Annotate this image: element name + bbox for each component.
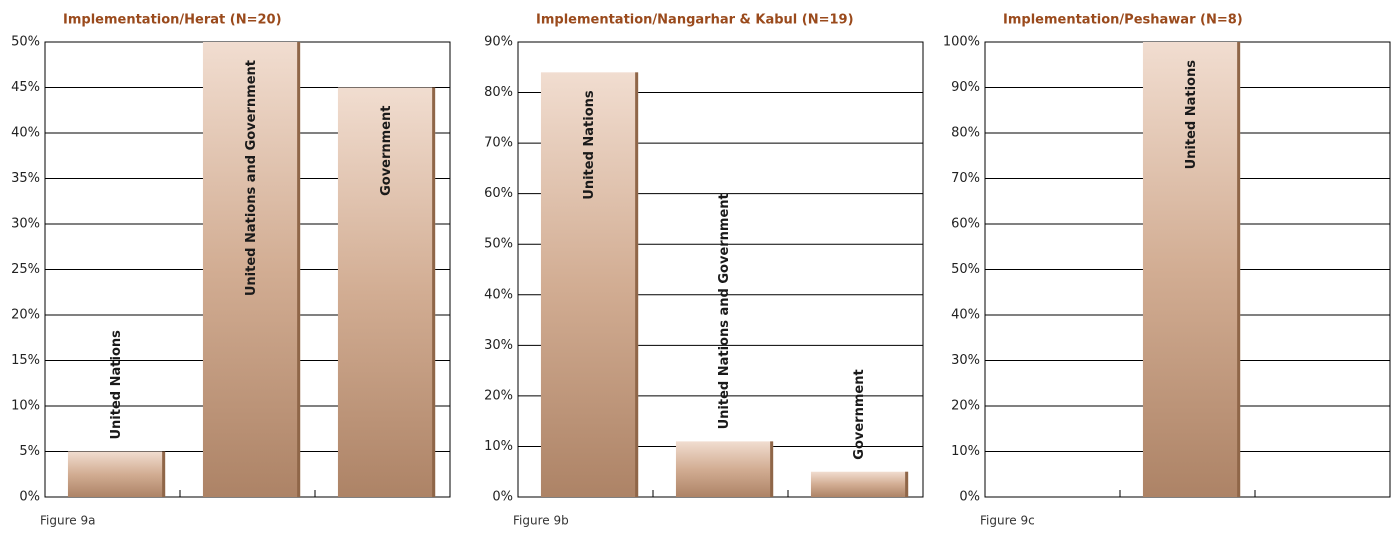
bar-shadow — [432, 87, 436, 497]
bar-label: United Nations — [1184, 60, 1199, 170]
bar — [337, 87, 436, 497]
bar — [1142, 42, 1241, 497]
bar — [202, 42, 301, 497]
bar-shadow — [162, 451, 166, 497]
y-tick-label: 40% — [951, 308, 980, 323]
y-tick-label: 25% — [11, 262, 40, 277]
y-tick-label: 20% — [484, 388, 513, 403]
y-tick-label: 20% — [11, 308, 40, 323]
bar-shadow — [1237, 42, 1241, 497]
y-tick-label: 90% — [951, 80, 980, 95]
y-tick-label: 60% — [484, 186, 513, 201]
chart-title: Implementation/Nangarhar & Kabul (N=19) — [536, 13, 854, 28]
bar-label: United Nations — [109, 330, 124, 440]
y-tick-label: 80% — [951, 126, 980, 141]
y-tick-label: 40% — [484, 287, 513, 302]
y-tick-label: 5% — [19, 444, 40, 459]
bar-shadow — [297, 42, 301, 497]
bar-label: Government — [852, 369, 867, 459]
caption: Figure 9b — [513, 514, 569, 528]
bar-shadow — [905, 471, 909, 497]
y-tick-label: 10% — [11, 399, 40, 414]
y-tick-label: 70% — [484, 136, 513, 151]
y-tick-label: 70% — [951, 171, 980, 186]
y-tick-label: 30% — [11, 217, 40, 232]
bar-label: United Nations and Government — [717, 193, 732, 429]
chart-title: Implementation/Peshawar (N=8) — [1003, 13, 1243, 28]
bar — [675, 441, 774, 497]
y-tick-label: 80% — [484, 85, 513, 100]
y-tick-label: 45% — [11, 80, 40, 95]
bar — [540, 72, 639, 497]
y-tick-label: 100% — [943, 35, 980, 50]
bar-shadow — [635, 72, 639, 497]
y-tick-label: 10% — [951, 444, 980, 459]
y-tick-label: 50% — [11, 35, 40, 50]
chart-title: Implementation/Herat (N=20) — [63, 13, 282, 28]
y-tick-label: 30% — [951, 353, 980, 368]
y-tick-label: 0% — [959, 490, 980, 505]
y-tick-label: 35% — [11, 171, 40, 186]
bar — [67, 451, 166, 497]
y-tick-label: 60% — [951, 217, 980, 232]
bar-label: Government — [379, 106, 394, 196]
y-tick-label: 50% — [484, 237, 513, 252]
y-tick-label: 20% — [951, 399, 980, 414]
y-tick-label: 30% — [484, 338, 513, 353]
y-tick-label: 40% — [11, 126, 40, 141]
y-tick-label: 50% — [951, 262, 980, 277]
y-tick-label: 0% — [19, 490, 40, 505]
bar-label: United Nations — [582, 90, 597, 200]
y-tick-label: 90% — [484, 35, 513, 50]
y-tick-label: 10% — [484, 439, 513, 454]
caption: Figure 9c — [980, 514, 1035, 528]
bar-label: United Nations and Government — [244, 60, 259, 296]
y-tick-label: 0% — [492, 490, 513, 505]
y-tick-label: 15% — [11, 353, 40, 368]
caption: Figure 9a — [40, 514, 95, 528]
bar — [810, 471, 909, 497]
bar-shadow — [770, 441, 774, 497]
